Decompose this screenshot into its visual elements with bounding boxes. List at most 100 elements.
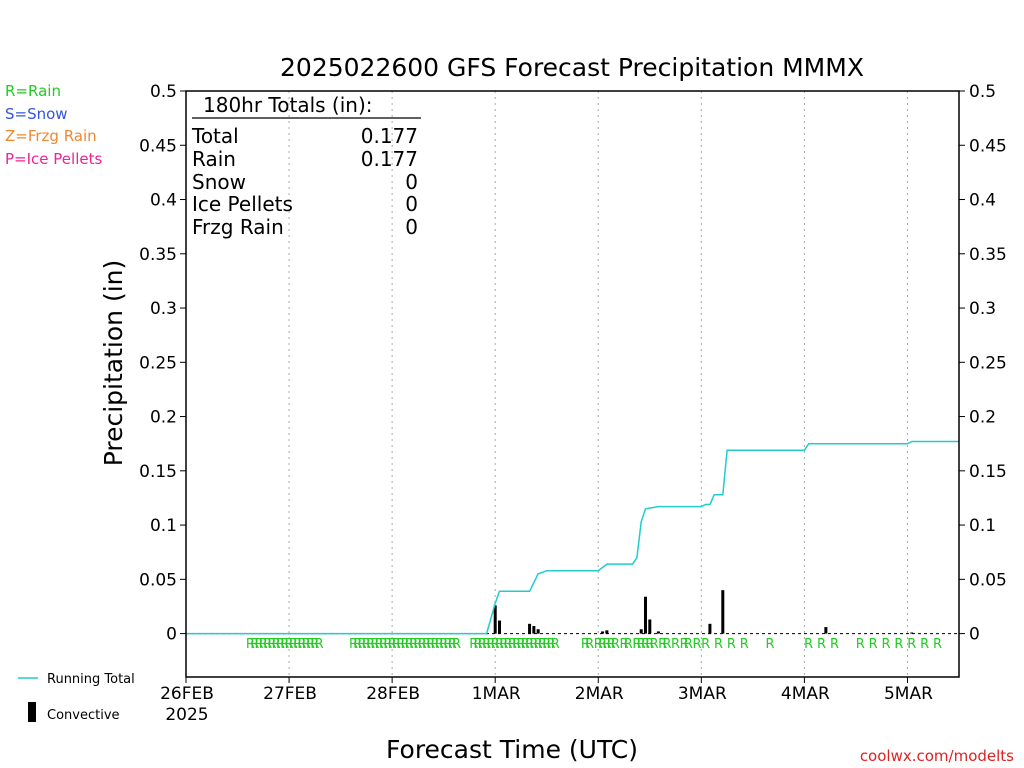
convective-legend-label: Convective: [47, 708, 120, 723]
precip-type-marker: R: [478, 637, 487, 652]
precip-type-marker: R: [547, 637, 556, 652]
x-gridlines: [288, 91, 908, 677]
precip-type-marker: R: [645, 637, 654, 652]
precip-type-marker: R: [598, 637, 607, 652]
precip-type-marker: R: [508, 637, 517, 652]
credit-text: coolwx.com/modelts: [860, 747, 1014, 765]
y-tick-label-left: 0.45: [139, 136, 177, 156]
precip-type-marker: R: [684, 637, 693, 652]
precip-type-marker: R: [920, 637, 929, 652]
precip-type-marker: R: [611, 637, 620, 652]
precip-type-marker: R: [426, 637, 435, 652]
precip-type-marker: R: [473, 637, 482, 652]
precip-type-marker: R: [581, 637, 590, 652]
totals-label-total: Total: [191, 124, 239, 148]
precip-type-marker: R: [701, 637, 710, 652]
precip-type-marker: R: [263, 637, 272, 652]
legend-rain: R=Rain: [5, 82, 61, 100]
precip-type-marker: R: [620, 637, 629, 652]
x-tick-label: 2MAR: [575, 684, 624, 704]
precip-type-marker: R: [362, 637, 371, 652]
precip-type-marker: R: [353, 637, 362, 652]
x-tick-label: 4MAR: [781, 684, 830, 704]
y-tick-label-left: 0.35: [139, 245, 177, 265]
precip-type-marker: R: [302, 637, 311, 652]
precip-type-marker: R: [439, 637, 448, 652]
y-tick-label-right: 0.25: [969, 353, 1007, 373]
precip-type-marker: R: [280, 637, 289, 652]
precip-type-marker: R: [349, 637, 358, 652]
precip-type-marker: R: [409, 637, 418, 652]
y-tick-label-right: 0.15: [969, 462, 1007, 482]
totals-label-ice-pellets: Ice Pellets: [192, 192, 293, 216]
precip-type-marker: R: [504, 637, 513, 652]
precip-type-marker: R: [306, 637, 315, 652]
y-tick-label-right: 0.05: [969, 570, 1007, 590]
precip-type-marker: R: [495, 637, 504, 652]
precip-type-marker: R: [585, 637, 594, 652]
precip-type-marker: R: [499, 637, 508, 652]
precip-type-marker: R: [907, 637, 916, 652]
precip-type-marker: R: [375, 637, 384, 652]
y-tick-label-right: 0.45: [969, 136, 1007, 156]
precip-type-marker: R: [491, 637, 500, 652]
precip-type-marker: R: [452, 637, 461, 652]
precip-type-marker: R: [392, 637, 401, 652]
y-axis-left: 0 0.05 0.1 0.15 0.2 0.25 0.3 0.35 0.4 0.45 0.5: [139, 82, 186, 645]
convective-bar: [601, 631, 605, 634]
precip-type-marker: R: [650, 637, 659, 652]
precip-type-marker: R: [766, 637, 775, 652]
precip-type-marker: R: [431, 637, 440, 652]
convective-bar: [656, 631, 660, 634]
convective-bar: [536, 629, 540, 634]
totals-value-rain: 0.177: [361, 147, 418, 171]
y-tick-label-right: 0.4: [969, 191, 996, 211]
y-tick-label-right: 0.2: [969, 408, 996, 428]
convective-bar: [605, 630, 609, 634]
totals-value-snow: 0: [405, 170, 418, 194]
y-tick-label-right: 0: [969, 625, 980, 645]
totals-label-rain: Rain: [192, 147, 236, 171]
precip-type-marker: R: [881, 637, 890, 652]
legend-ice-pellets: P=Ice Pellets: [5, 150, 102, 168]
totals-box: 180hr Totals (in): Total 0.177 Rain 0.17…: [191, 93, 421, 239]
x-tick-label: 28FEB: [366, 684, 420, 704]
precip-type-marker: R: [448, 637, 457, 652]
y-tick-label-left: 0.4: [150, 191, 177, 211]
precip-type-marker: R: [869, 637, 878, 652]
y-tick-label-left: 0.2: [150, 408, 177, 428]
x-tick-label: 3MAR: [678, 684, 727, 704]
x-tick-sublabel: 2025: [165, 705, 208, 725]
precip-type-marker: R: [607, 637, 616, 652]
precip-type-marker: R: [435, 637, 444, 652]
y-tick-label-left: 0.1: [150, 516, 177, 536]
precip-type-marker: R: [693, 637, 702, 652]
precip-type-marker: R: [727, 637, 736, 652]
precip-type-marker: R: [632, 637, 641, 652]
plot-frame: [185, 90, 960, 678]
precip-type-marker: R: [293, 637, 302, 652]
precip-type-marker: R: [469, 637, 478, 652]
convective-bar: [497, 620, 501, 634]
convective-bar: [528, 623, 532, 634]
precip-type-marker: R: [529, 637, 538, 652]
precip-type-marker: R: [250, 637, 259, 652]
precip-type-marker: R: [856, 637, 865, 652]
precip-type-legend: R=Rain S=Snow Z=Frzg Rain P=Ice Pellets: [5, 82, 102, 168]
precip-type-marker: R: [388, 637, 397, 652]
y-tick-label-left: 0.15: [139, 462, 177, 482]
legend-frzg-rain: Z=Frzg Rain: [5, 127, 97, 145]
precip-type-marker: R: [418, 637, 427, 652]
x-tick-label: 1MAR: [472, 684, 521, 704]
precip-type-marker: R: [804, 637, 813, 652]
totals-value-ice-pellets: 0: [405, 192, 418, 216]
precip-type-marker: R: [521, 637, 530, 652]
precip-type-marker: R: [379, 637, 388, 652]
y-tick-label-right: 0.5: [969, 82, 996, 102]
precip-type-marker: R: [542, 637, 551, 652]
precip-type-marker: R: [310, 637, 319, 652]
precip-type-marker: R: [671, 637, 680, 652]
precip-type-marker: R: [259, 637, 268, 652]
x-axis-label: Forecast Time (UTC): [386, 735, 638, 764]
